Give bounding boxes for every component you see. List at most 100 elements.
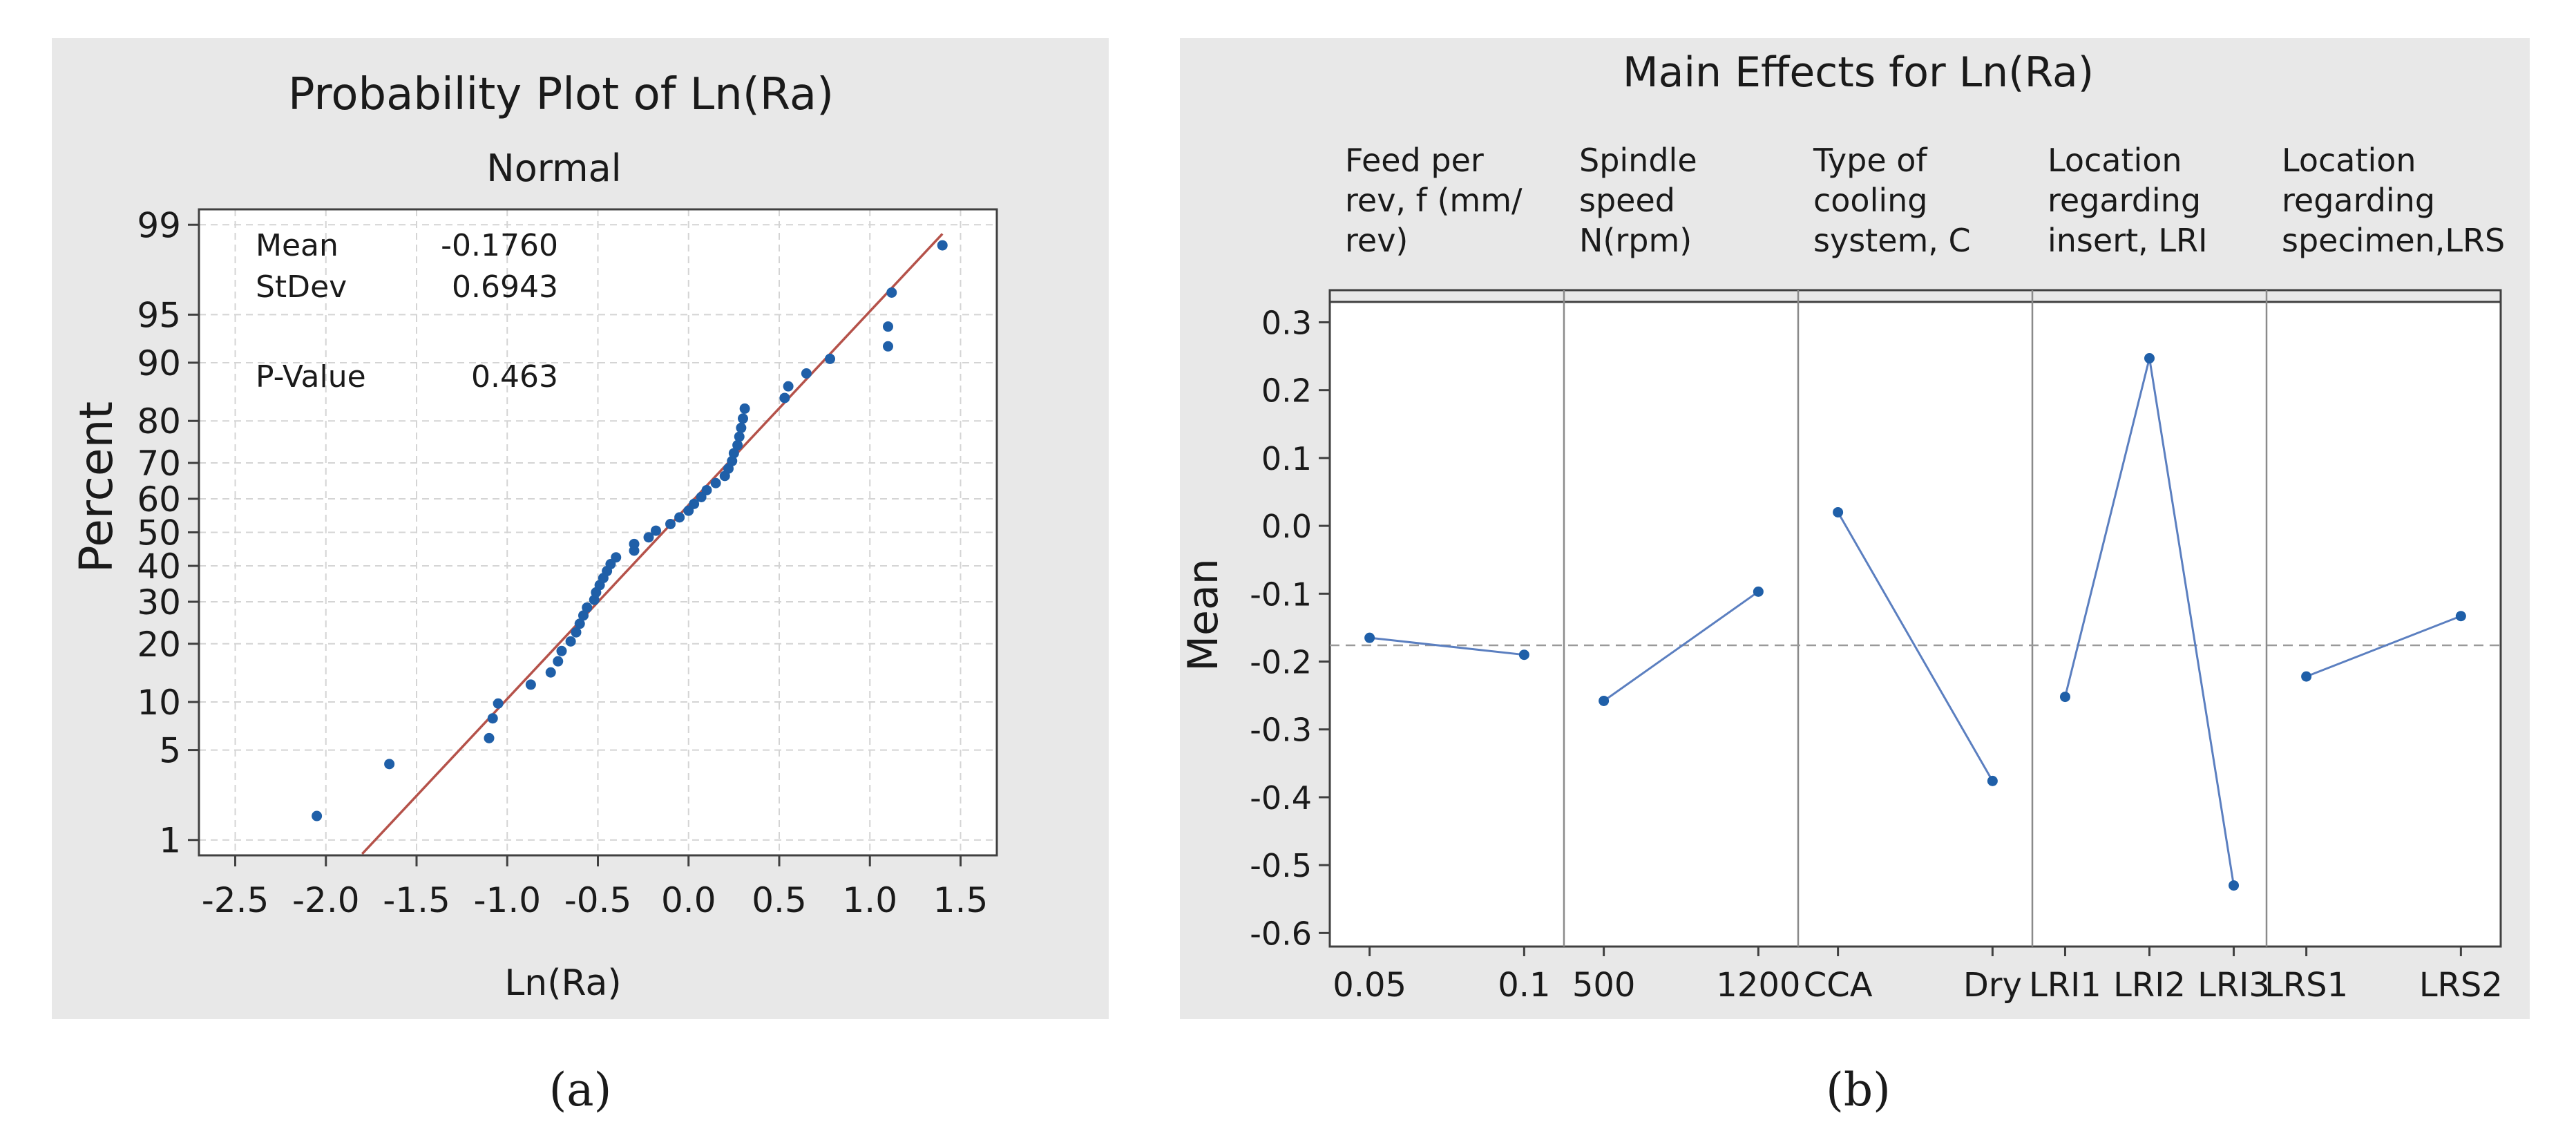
y-tick-label: 90: [137, 343, 181, 383]
y-tick-label: 40: [137, 547, 181, 587]
y-tick-label: -0.4: [1250, 779, 1312, 817]
stat-label: P-Value: [256, 359, 366, 395]
level-label: LRI1: [2029, 966, 2101, 1005]
y-tick-label: 80: [137, 401, 181, 441]
effect-point: [2059, 692, 2070, 703]
data-point: [565, 636, 576, 647]
y-tick-label: 0.0: [1261, 508, 1312, 545]
level-label: LRS2: [2419, 966, 2503, 1005]
stat-value: 0.463: [471, 359, 558, 395]
x-tick-label: 1.0: [842, 880, 897, 920]
data-point: [783, 381, 794, 392]
x-tick-label: -2.5: [202, 880, 269, 920]
level-label: Dry: [1963, 966, 2022, 1005]
data-point: [384, 759, 395, 770]
effect-line: [1369, 636, 1525, 656]
effect-point: [2301, 671, 2312, 682]
y-tick-label: 5: [159, 731, 181, 771]
panel-label-b: (b): [1826, 1063, 1891, 1117]
effect-point: [2455, 611, 2466, 622]
data-point: [883, 321, 893, 332]
probability-plot-subtitle: Normal: [486, 146, 621, 190]
effect-point: [2144, 353, 2155, 364]
effect-point: [2229, 880, 2240, 891]
factor-header-line: speed: [1579, 182, 1675, 219]
data-point: [556, 645, 567, 656]
data-point: [571, 627, 582, 638]
effect-point: [1364, 632, 1375, 643]
data-point: [484, 732, 495, 743]
normal-fit-line: [361, 233, 944, 855]
factor-header-line: Spindle: [1579, 142, 1697, 179]
stat-label: StDev: [256, 269, 347, 305]
data-point: [578, 610, 589, 621]
data-point: [728, 448, 739, 459]
effect-point: [1518, 649, 1529, 661]
main-effects-title: Main Effects for Ln(Ra): [1623, 48, 2094, 97]
x-tick-label: -0.5: [564, 880, 632, 920]
probability-plot-title: Probability Plot of Ln(Ra): [288, 69, 834, 120]
factor-header-line: N(rpm): [1579, 222, 1692, 259]
factor-header-line: Location: [2282, 142, 2416, 179]
level-label: 500: [1572, 966, 1636, 1005]
data-point: [674, 512, 685, 523]
level-label: 1200: [1716, 966, 1800, 1005]
x-tick-label: 0.0: [661, 880, 716, 920]
panel-label-a: (a): [549, 1063, 612, 1117]
factor-header-line: Feed per: [1345, 142, 1484, 179]
probability-points: [312, 240, 948, 821]
data-point: [553, 656, 564, 667]
x-tick-label: -1.5: [383, 880, 450, 920]
stat-label: Mean: [256, 228, 338, 263]
data-point: [665, 518, 676, 529]
main-effects-panel: 0.3 0.2 0.1 0.0 -0.1 -0.2 -0.3 -0.4 -0.5 -0.6 0.0…: [1179, 38, 2530, 1019]
data-point: [727, 455, 738, 466]
y-tick-label: -0.5: [1250, 847, 1312, 884]
data-point: [736, 422, 747, 433]
probability-fit-line-group: [361, 233, 944, 855]
factor-header-line: regarding: [2282, 182, 2435, 219]
effect-point: [1987, 775, 1998, 786]
data-point: [525, 679, 536, 690]
factor-header-line: rev, f (mm/: [1345, 182, 1523, 219]
y-tick-label: 0.3: [1261, 304, 1312, 341]
y-tick-label: 0.1: [1261, 440, 1312, 477]
y-tick-label: -0.1: [1250, 576, 1312, 613]
factor-header-line: insert, LRI: [2048, 222, 2208, 259]
level-label: 0.1: [1498, 966, 1550, 1005]
level-label: LRS1: [2264, 966, 2348, 1005]
effect-point: [1599, 695, 1610, 706]
x-tick-label: -2.0: [292, 880, 360, 920]
y-tick-label: 30: [137, 582, 181, 623]
y-tick-label: -0.2: [1250, 644, 1312, 681]
factor-subpanel: [1564, 302, 1798, 947]
data-point: [611, 552, 622, 563]
probability-x-axis-label: Ln(Ra): [504, 962, 621, 1004]
y-tick-label: 99: [137, 205, 181, 245]
main-effects-frame: [1328, 289, 2502, 948]
y-tick-label: 20: [137, 625, 181, 665]
effect-line: [1603, 591, 1759, 702]
factor-subpanel: [2032, 302, 2267, 947]
data-point: [312, 810, 323, 821]
data-point: [883, 341, 893, 352]
factor-subpanel: [1330, 302, 1564, 947]
x-tick-label: 0.5: [752, 880, 807, 920]
effect-line: [1837, 511, 1994, 782]
y-tick-label: 70: [137, 444, 181, 484]
factor-header-line: cooling: [1813, 182, 1928, 219]
x-tick-label: -1.0: [473, 880, 541, 920]
probability-stats-box: Mean -0.1760 StDev 0.6943 P-Value 0.463: [256, 228, 558, 395]
main-effects-y-axis-label: Mean: [1179, 558, 1228, 671]
probability-y-axis-label: Percent: [70, 401, 123, 573]
data-point: [886, 287, 897, 298]
data-point: [629, 538, 640, 549]
factor-header-line: rev): [1345, 222, 1408, 259]
level-label: LRI2: [2113, 966, 2186, 1005]
factor-header-line: specimen,LRS: [2282, 222, 2505, 259]
effect-point: [1833, 506, 1844, 517]
y-tick-label: 1: [159, 821, 181, 861]
